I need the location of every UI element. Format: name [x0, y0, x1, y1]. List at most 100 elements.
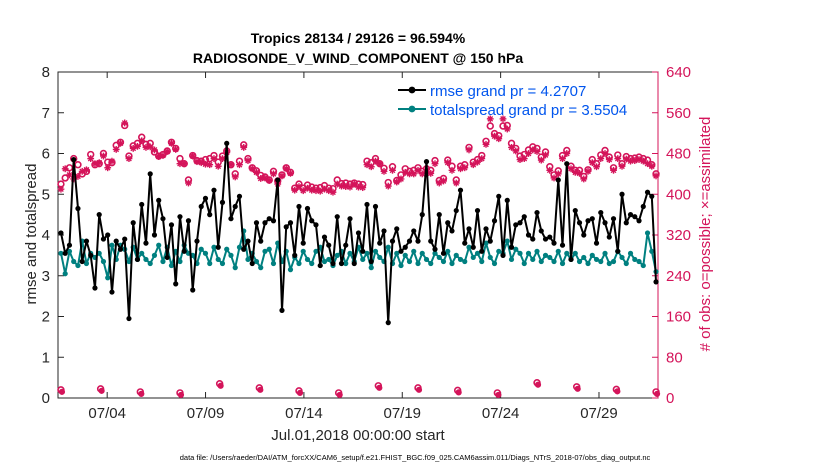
- rmse-point: [92, 285, 98, 291]
- assimilated-obs-point: [108, 157, 116, 165]
- assimilated-obs-point: [444, 159, 452, 167]
- totalspread-point: [436, 254, 442, 261]
- assimilated-obs-point: [639, 157, 647, 165]
- totalspread-point: [368, 265, 374, 271]
- legend-rmse-marker: [408, 86, 416, 94]
- totalspread-point: [66, 248, 73, 254]
- y-right-tick-label: 0: [666, 390, 674, 407]
- totalspread-point: [385, 244, 391, 250]
- totalspread-point: [228, 252, 234, 258]
- rmse-point: [619, 191, 625, 197]
- totalspread-point: [83, 260, 90, 267]
- assimilated-obs-point: [189, 152, 197, 160]
- assimilated-obs-point: [121, 119, 129, 127]
- rmse-point: [253, 220, 260, 226]
- totalspread-point: [253, 258, 260, 265]
- rmse-point: [249, 260, 255, 267]
- assimilated-obs-point: [87, 155, 95, 162]
- rmse-point: [292, 252, 298, 258]
- assimilated-obs-point: [270, 170, 277, 178]
- totalspread-point: [151, 252, 158, 258]
- totalspread-point: [542, 252, 549, 258]
- rmse-point: [66, 242, 73, 248]
- rmse-point: [334, 214, 340, 220]
- assimilated-obs-point: [648, 162, 656, 170]
- rmse-point: [377, 240, 383, 246]
- totalspread-point: [644, 230, 651, 236]
- plot-area: 07/04 07/09 07/14 07/19 07/24 07/290123456780…: [42, 64, 691, 422]
- assimilated-obs-point: [240, 143, 248, 151]
- rmse-point: [602, 220, 608, 226]
- totalspread-point: [623, 260, 629, 267]
- totalspread-point: [168, 262, 175, 269]
- totalspread-point: [343, 260, 349, 267]
- totalspread-point: [224, 246, 230, 252]
- rmse-point: [326, 242, 332, 248]
- totalspread-point: [432, 250, 438, 256]
- assimilated-obs-point: [389, 166, 396, 174]
- totalspread-point: [525, 250, 532, 256]
- totalspread-point: [585, 260, 591, 267]
- rmse-point: [462, 240, 468, 246]
- y-right-tick-label: 560: [666, 105, 691, 122]
- assimilated-obs-point: [83, 166, 90, 174]
- rmse-point: [58, 230, 64, 236]
- rmse-point: [589, 216, 595, 222]
- assimilated-obs-point: [584, 167, 592, 175]
- rmse-point: [207, 212, 213, 218]
- totalspread-point: [207, 260, 213, 267]
- rmse-point: [219, 199, 226, 205]
- assimilated-obs-point: [482, 140, 490, 148]
- assimilated-obs-point: [95, 159, 103, 167]
- rmse-point: [321, 234, 328, 240]
- totalspread-point: [419, 250, 425, 256]
- assimilated-obs-point: [244, 157, 252, 165]
- assimilated-obs-low-point: [495, 391, 502, 399]
- rmse-point: [368, 258, 374, 265]
- x-axis-label: Jul.01,2018 00:00:00 start: [271, 427, 445, 444]
- assimilated-obs-point: [397, 175, 405, 183]
- totalspread-point: [513, 246, 519, 252]
- y-right-tick-label: 160: [666, 309, 691, 326]
- totalspread-point: [428, 260, 434, 267]
- totalspread-point: [262, 248, 268, 254]
- rmse-point: [194, 238, 200, 244]
- assimilated-obs-point: [74, 173, 82, 180]
- assimilated-obs-point: [159, 152, 167, 159]
- rmse-point: [347, 216, 353, 222]
- assimilated-obs-low-point: [217, 382, 224, 389]
- rmse-point: [130, 220, 136, 226]
- rmse-point: [623, 220, 629, 226]
- rmse-point: [304, 205, 311, 212]
- x-tick-label: 07/19: [383, 405, 421, 422]
- x-tick-label: 07/09: [187, 405, 225, 422]
- rmse-point: [474, 207, 481, 214]
- totalspread-point: [258, 265, 264, 271]
- rmse-point: [215, 244, 221, 250]
- totalspread-point: [219, 260, 226, 267]
- totalspread-point: [453, 252, 459, 258]
- rmse-point: [75, 205, 81, 212]
- totalspread-point: [483, 240, 489, 246]
- chart-title: Tropics 28134 / 29126 = 96.594%: [251, 30, 466, 46]
- assimilated-obs-point: [185, 179, 192, 187]
- rmse-point: [572, 207, 578, 214]
- assimilated-obs-point: [580, 175, 588, 183]
- totalspread-point: [564, 250, 570, 256]
- rmse-point: [542, 236, 549, 242]
- totalspread-point: [105, 275, 111, 281]
- rmse-point: [423, 159, 430, 165]
- assimilated-obs-point: [231, 173, 239, 181]
- rmse-point: [224, 140, 230, 146]
- assimilated-obs-point: [610, 166, 617, 174]
- totalspread-point: [470, 254, 476, 261]
- y-tick-label: 7: [42, 105, 50, 122]
- totalspread-point: [100, 258, 107, 265]
- y-axis-label-left: rmse and totalspread: [23, 164, 40, 305]
- totalspread-point: [75, 262, 81, 269]
- assimilated-obs-point: [117, 139, 124, 147]
- totalspread-point: [270, 260, 277, 267]
- rmse-point: [168, 222, 175, 228]
- rmse-point: [564, 161, 570, 167]
- totalspread-point: [360, 256, 366, 263]
